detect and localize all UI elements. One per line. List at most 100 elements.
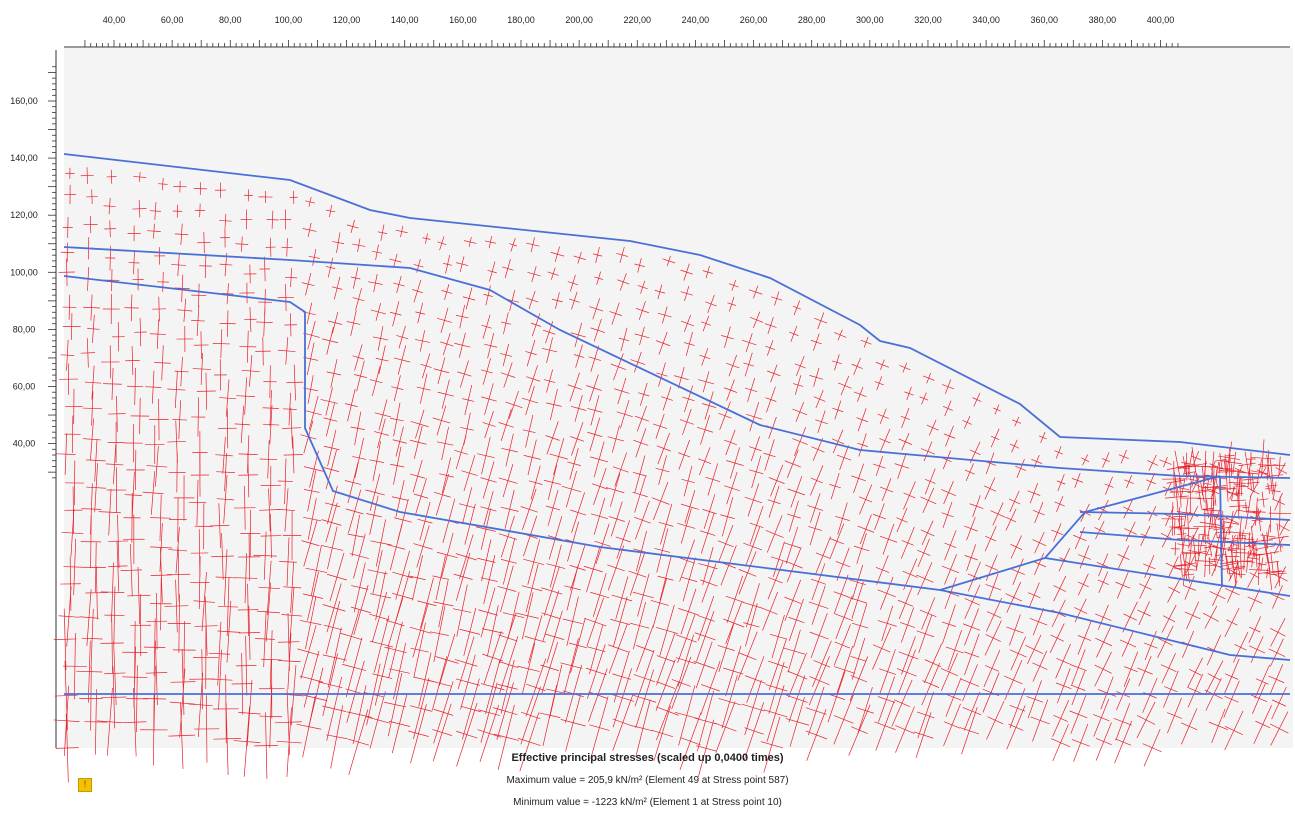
stress-cross	[1071, 670, 1086, 706]
stress-cross	[499, 636, 519, 694]
stress-cross	[218, 408, 237, 449]
stress-cross	[680, 263, 693, 281]
top-ruler-label: 400,00	[1147, 15, 1175, 25]
stress-cross	[254, 712, 279, 779]
top-ruler-label: 140,00	[391, 15, 419, 25]
stress-cross	[1232, 535, 1256, 571]
stress-cross	[106, 467, 127, 513]
stress-cross	[278, 632, 301, 690]
stress-cross	[323, 429, 340, 467]
stress-crosses	[53, 167, 1292, 783]
stress-cross	[1179, 482, 1201, 514]
stress-cross	[1224, 710, 1244, 751]
stress-cross	[916, 691, 935, 739]
stress-cross	[462, 287, 476, 310]
stress-cross	[1009, 636, 1027, 671]
stress-cross	[65, 167, 75, 179]
stress-cross	[174, 356, 189, 387]
stress-cross	[281, 238, 293, 257]
warning-icon[interactable]: !	[78, 778, 92, 792]
stress-cross	[1095, 604, 1112, 630]
stress-cross	[64, 486, 83, 534]
stress-cross	[303, 498, 322, 540]
stress-cross	[301, 519, 320, 567]
stress-cross	[1008, 490, 1021, 513]
stress-cross	[322, 676, 347, 741]
stress-cross	[123, 688, 147, 757]
stress-cross	[1030, 699, 1050, 742]
stress-cross	[266, 210, 279, 229]
stress-cross	[610, 353, 627, 381]
stress-cross	[1170, 542, 1180, 556]
stress-cross	[714, 701, 737, 753]
stress-cross	[263, 365, 277, 398]
stress-cross	[941, 501, 954, 528]
stress-cross	[792, 300, 801, 316]
top-ruler[interactable]: 40,00 60,00 80,00 100,00 120,00 140,00 160,00 1…	[64, 15, 1290, 48]
stress-cross	[1137, 655, 1153, 687]
stress-cross	[916, 614, 935, 653]
stress-cross	[305, 545, 328, 596]
stress-cross	[594, 271, 603, 285]
stress-cross	[453, 552, 473, 601]
stress-cross	[940, 653, 958, 692]
stress-cross	[65, 388, 83, 425]
stress-cross	[1010, 535, 1023, 559]
stress-cross	[255, 336, 271, 366]
stress-cross	[277, 488, 296, 532]
stress-cross	[945, 677, 962, 717]
stress-cross	[317, 653, 343, 717]
stress-cross	[748, 285, 763, 299]
stress-cross	[785, 547, 803, 583]
stress-cross	[497, 659, 518, 714]
stress-cross	[240, 209, 253, 230]
stress-cross	[191, 397, 206, 437]
stress-cross	[941, 379, 955, 395]
stress-cross	[809, 613, 829, 659]
stress-cross	[234, 486, 256, 530]
stress-cross	[410, 425, 427, 459]
stress-cross	[374, 399, 392, 431]
stress-cross	[193, 331, 209, 359]
stress-cross	[851, 357, 863, 375]
stress-cross	[1176, 498, 1196, 527]
stress-cross	[480, 358, 493, 385]
stress-cross	[960, 664, 980, 702]
stress-cross	[139, 694, 168, 766]
stress-cross	[62, 633, 87, 700]
stress-cross	[785, 696, 810, 747]
stress-cross	[589, 696, 610, 759]
stress-cross	[1078, 545, 1091, 569]
stress-cross	[1272, 492, 1285, 511]
stress-cross	[222, 283, 234, 305]
stress-cross	[1081, 454, 1090, 466]
stress-cross	[1249, 636, 1266, 663]
left-ruler-label: 140,00	[10, 153, 38, 163]
stress-cross	[389, 642, 410, 700]
stress-cross	[1215, 452, 1226, 468]
stress-cross	[628, 552, 647, 596]
stress-cross	[456, 256, 469, 273]
stress-cross	[879, 649, 897, 695]
stress-cross	[848, 581, 868, 619]
stress-cross	[188, 479, 207, 526]
stress-cross	[282, 392, 297, 426]
stress-cross	[657, 306, 672, 324]
stress-cross	[410, 622, 429, 678]
stress-cross	[894, 453, 910, 479]
plot-canvas-background	[8, 8, 1293, 748]
stress-cross	[441, 283, 453, 300]
stress-cross	[1208, 485, 1217, 498]
stress-cross	[874, 700, 896, 751]
stress-cross	[199, 253, 212, 279]
stress-cross	[384, 621, 407, 679]
stress-cross	[372, 326, 389, 351]
left-ruler[interactable]: 160,00 140,00 120,00 100,00 80,00 60,00 40,00	[10, 50, 57, 748]
stress-cross	[408, 704, 429, 764]
stress-cross	[374, 418, 389, 449]
stress-cross	[612, 694, 634, 751]
stress-cross	[454, 435, 468, 470]
stress-cross	[432, 555, 450, 601]
stress-cross	[1180, 538, 1201, 568]
stress-cross	[420, 353, 432, 379]
